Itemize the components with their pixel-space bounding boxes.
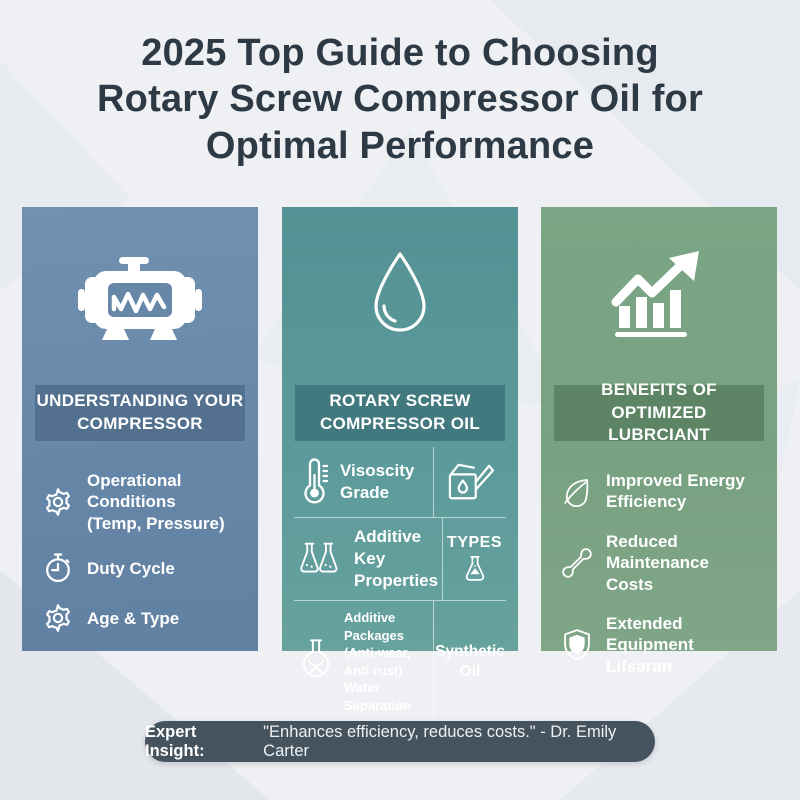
- grid-row: Additive Packages (Anti-wear, Anti-rust)…: [294, 601, 506, 723]
- grid-cell: Visoscity Grade: [294, 447, 434, 517]
- item-label: Additive Packages (Anti-wear, Anti-rust)…: [344, 610, 412, 714]
- panel-benefits-lubricant: BENEFITS OF OPTIMIZED LUBRCIANT Improved…: [541, 207, 777, 676]
- item-label: Extended Equipment Lifsəran: [606, 614, 694, 676]
- item-label: Age & Type: [87, 608, 180, 628]
- wrench-icon: [561, 547, 593, 579]
- list-item: Improved Energy Efficiency: [561, 470, 771, 513]
- grid-cell: Additive Packages (Anti-wear, Anti-rust)…: [294, 601, 434, 723]
- grid-cell: Synthetic Oil: [434, 601, 506, 722]
- grid-cell: TYPES: [443, 518, 506, 600]
- shield-icon: [561, 628, 593, 662]
- panel-rotary-screw-oil: ROTARY SCREW COMPRESSOR OIL: [282, 207, 518, 723]
- panel-header: BENEFITS OF OPTIMIZED LUBRCIANT: [554, 380, 764, 444]
- growth-chart-icon: [541, 249, 777, 337]
- expert-insight-label: Expert Insight:: [145, 722, 205, 760]
- oil-can-icon: [445, 460, 495, 504]
- panel-understanding-compressor: UNDERSTANDING YOUR COMPRESSOR Operationa…: [22, 207, 258, 651]
- item-label: TYPES: [447, 534, 503, 552]
- item-label: Visoscity Grade: [340, 460, 415, 502]
- list-item: Duty Cycle: [42, 552, 252, 584]
- oil-properties-grid: Visoscity Grade: [294, 447, 506, 723]
- compressor-icon: [22, 249, 258, 347]
- grid-row: Visoscity Grade: [294, 447, 506, 518]
- item-label: Synthetic Oil: [435, 642, 505, 680]
- grid-cell: Additive Key Properties: [294, 518, 444, 601]
- grid-cell: [434, 447, 506, 517]
- list-item: Age & Type: [42, 602, 252, 634]
- list-item: Reduced Maintenance Costs: [561, 531, 771, 595]
- water-drop-icon: [282, 249, 518, 339]
- item-label: Reduced Maintenance Costs: [606, 531, 709, 594]
- stopwatch-icon: [42, 552, 74, 584]
- list-item: Extended Equipment Lifsəran: [561, 613, 771, 677]
- leaf-icon: [561, 475, 593, 508]
- item-label: Additive Key Properties: [354, 527, 439, 591]
- list-item: Operational Conditions (Temp, Pressure): [42, 470, 252, 534]
- panel-header: UNDERSTANDING YOUR COMPRESSOR: [35, 385, 245, 441]
- item-label: Duty Cycle: [87, 558, 175, 578]
- flasks-icon: [298, 540, 344, 578]
- page-title: 2025 Top Guide to Choosing Rotary Screw …: [97, 32, 703, 167]
- round-flask-icon: [298, 637, 334, 687]
- gear-icon: [42, 602, 74, 634]
- grid-row: Additive Key Properties TYPES: [294, 518, 506, 602]
- thermometer-icon: [298, 457, 330, 507]
- item-label: Improved Energy Efficiency: [606, 471, 745, 512]
- item-label: Operational Conditions (Temp, Pressure): [87, 471, 225, 533]
- expert-insight-quote: "Enhances efficiency, reduces costs." - …: [263, 722, 617, 760]
- panel-header: ROTARY SCREW COMPRESSOR OIL: [295, 385, 505, 441]
- expert-insight-bar: Expert Insight: "Enhances efficiency, re…: [145, 721, 655, 762]
- gear-icon: [42, 486, 74, 518]
- flask-icon: [462, 554, 488, 584]
